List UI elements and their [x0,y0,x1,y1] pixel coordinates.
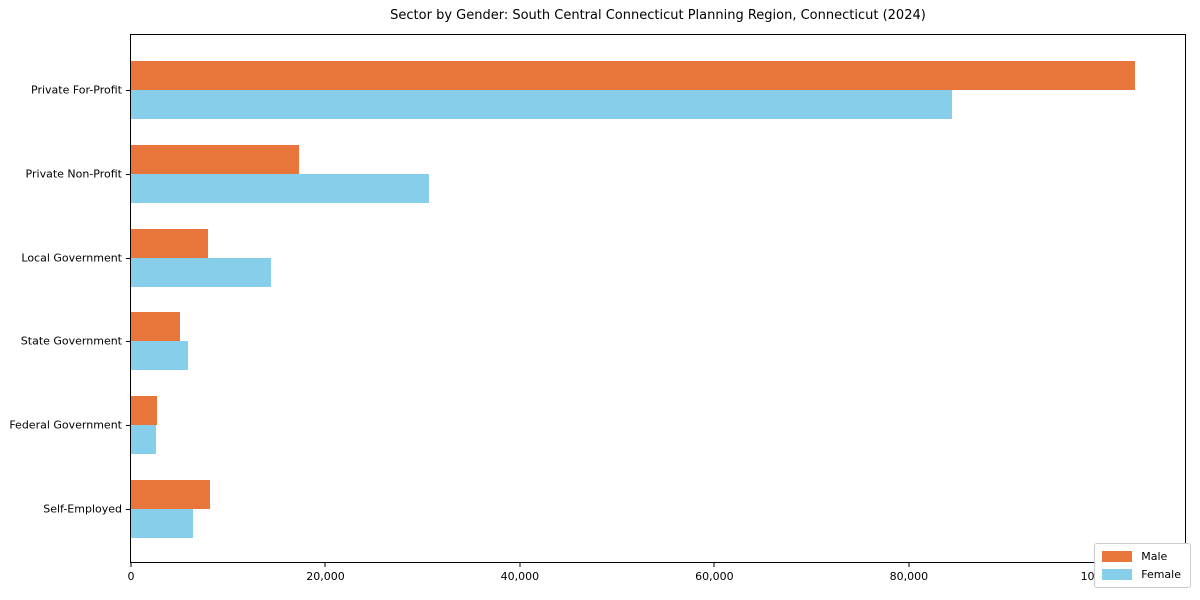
bar-male [131,480,210,510]
bar-group [131,312,1185,371]
bar-male [131,144,300,174]
x-axis-tick [908,563,910,567]
bar-male [131,228,208,258]
bar-female [131,341,189,371]
bar-male [131,60,1136,90]
legend-label: Male [1141,550,1168,563]
x-axis-tick-label: 40,000 [500,570,540,583]
bar-female [131,89,952,119]
legend-entry: Female [1102,568,1181,581]
bar-female [131,425,157,455]
bar-group [131,228,1185,287]
y-axis-tick [126,509,130,511]
legend-swatch-male [1102,551,1133,562]
bar-group [131,480,1185,539]
x-axis-tick-label: 80,000 [889,570,929,583]
bar-female [131,257,271,287]
x-axis-tick [519,563,521,567]
y-axis-tick [126,257,130,259]
y-axis-label: Private Non-Profit [25,167,122,181]
legend-label: Female [1141,568,1181,581]
y-axis-label: Self-Employed [43,502,122,516]
x-axis-tick [324,563,326,567]
y-axis-label: Local Government [21,251,122,265]
x-axis-tick [713,563,715,567]
bar-male [131,396,158,426]
bar-female [131,173,429,203]
y-axis-tick [126,425,130,427]
legend-swatch-female [1102,569,1133,580]
chart-title: Sector by Gender: South Central Connecti… [390,8,926,23]
plot-area: Private For-Profit Private Non-Profit Loca… [9,34,1186,583]
y-axis-tick [126,341,130,343]
y-axis-label: State Government [20,334,122,348]
y-axis-label: Private For-Profit [31,83,122,97]
x-axis-tick-label: 0 [127,570,135,583]
legend: Male Female [1094,543,1191,588]
bar-group [131,144,1185,203]
bar-female [131,509,194,539]
y-axis-tick [126,173,130,175]
y-axis-tick [126,89,130,91]
y-axis-label: Federal Government [9,418,122,432]
legend-entry: Male [1102,550,1181,563]
x-axis-tick [130,563,132,567]
bar-group [131,60,1185,119]
x-axis-tick-label: 20,000 [306,570,345,583]
bar-male [131,312,180,342]
bar-group [131,396,1185,455]
x-axis-tick-label: 60,000 [695,570,734,583]
